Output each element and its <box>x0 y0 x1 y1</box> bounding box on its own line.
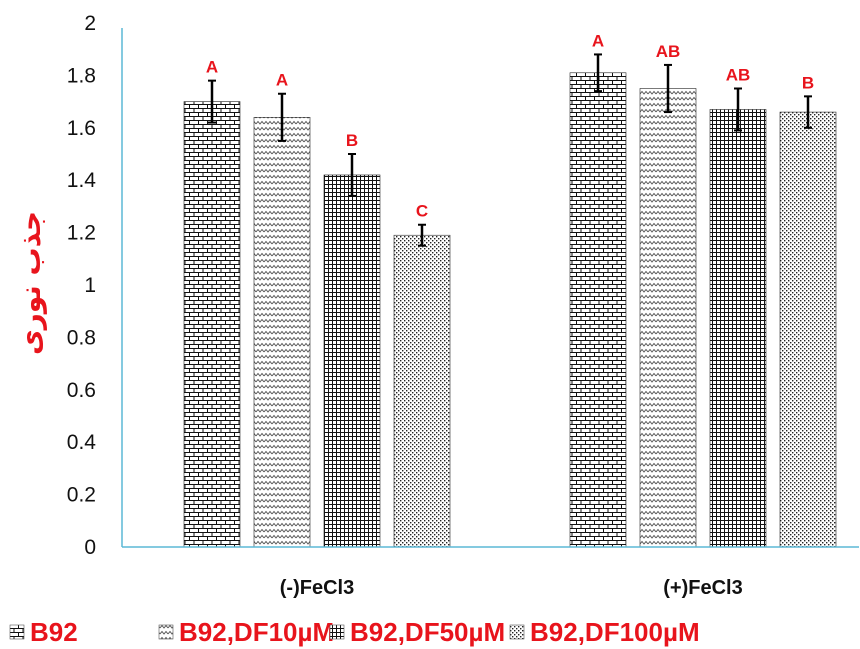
bar <box>569 72 627 548</box>
legend-label: B92,DF50µM <box>350 617 505 647</box>
bar <box>779 111 837 548</box>
significance-label: C <box>416 202 428 221</box>
y-tick-label: 1 <box>84 274 96 297</box>
bar <box>253 117 311 548</box>
significance-label: AB <box>726 66 751 85</box>
y-tick-label: 1.6 <box>67 117 96 140</box>
significance-label: A <box>276 71 288 90</box>
bar <box>393 234 451 548</box>
axes <box>121 28 859 548</box>
y-tick-label: 0.8 <box>67 326 96 349</box>
y-tick-label: 1.4 <box>67 169 97 192</box>
bar <box>183 101 241 548</box>
significance-label: B <box>802 73 814 92</box>
y-axis-label: جذب نوری <box>14 211 47 355</box>
y-tick-label: 1.2 <box>67 222 96 245</box>
significance-label: A <box>592 31 604 50</box>
legend-label: B92 <box>30 617 78 647</box>
y-tick-label: 2 <box>84 12 96 35</box>
category-label: (-)FeCl3 <box>280 577 354 599</box>
significance-label: B <box>346 131 358 150</box>
legend-swatch <box>158 624 174 640</box>
legend-swatch <box>9 624 25 640</box>
legend-swatch <box>509 624 525 640</box>
bar <box>709 109 767 548</box>
legend-label: B92,DF10µM <box>179 617 334 647</box>
bar <box>323 174 381 548</box>
category-labels: (-)FeCl3 (+)FeCl3 <box>280 577 743 599</box>
y-tick-label: 0.2 <box>67 484 96 507</box>
legend-label: B92,DF100µM <box>530 617 700 647</box>
bar <box>639 88 697 548</box>
significance-label: AB <box>656 42 681 61</box>
y-axis-label-group: جذب نوری <box>14 211 47 355</box>
category-label: (+)FeCl3 <box>663 577 742 599</box>
y-tick-label: 0.6 <box>67 379 96 402</box>
y-tick-label: 0.4 <box>67 431 97 454</box>
legend-swatch <box>329 624 345 640</box>
y-axis-ticks: 0 0.2 0.4 0.6 0.8 1 1.2 1.4 1.6 1.8 2 <box>67 12 97 559</box>
legend: B92 B92,DF10µM B92,DF50µM B92,DF100µM <box>9 617 700 647</box>
significance-label: A <box>206 58 218 77</box>
y-tick-label: 1.8 <box>67 64 96 87</box>
y-tick-label: 0 <box>84 536 96 559</box>
